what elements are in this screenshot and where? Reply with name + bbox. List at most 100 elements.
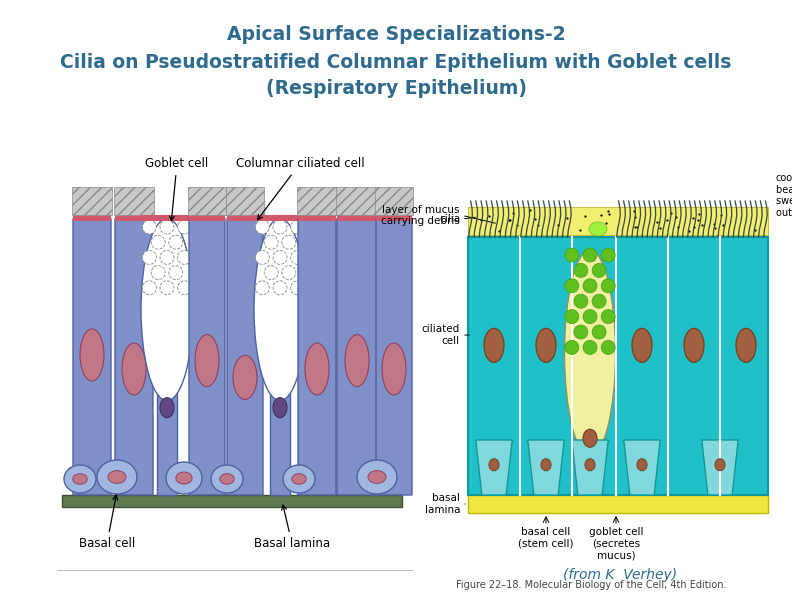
Circle shape — [583, 279, 597, 293]
Circle shape — [151, 266, 166, 280]
Circle shape — [273, 220, 287, 234]
Ellipse shape — [382, 343, 406, 395]
Ellipse shape — [195, 335, 219, 387]
Circle shape — [574, 294, 588, 308]
FancyBboxPatch shape — [297, 187, 337, 215]
Polygon shape — [227, 215, 263, 495]
Polygon shape — [298, 215, 336, 495]
Ellipse shape — [64, 465, 96, 493]
Circle shape — [291, 281, 305, 295]
Circle shape — [583, 248, 597, 262]
Circle shape — [160, 250, 174, 264]
Circle shape — [291, 250, 305, 264]
FancyBboxPatch shape — [376, 215, 412, 221]
FancyBboxPatch shape — [115, 215, 153, 221]
Polygon shape — [73, 215, 111, 495]
Circle shape — [601, 340, 615, 354]
Circle shape — [265, 235, 278, 249]
Ellipse shape — [632, 329, 652, 362]
FancyBboxPatch shape — [336, 187, 378, 215]
Ellipse shape — [541, 459, 551, 471]
Circle shape — [255, 220, 269, 234]
FancyBboxPatch shape — [114, 187, 154, 215]
Ellipse shape — [283, 465, 315, 493]
Circle shape — [592, 325, 606, 339]
FancyBboxPatch shape — [375, 187, 413, 215]
Circle shape — [143, 250, 156, 264]
Ellipse shape — [715, 459, 725, 471]
Text: basal cell
(stem cell): basal cell (stem cell) — [518, 527, 573, 548]
Ellipse shape — [368, 471, 386, 483]
Text: Apical Surface Specializations-2: Apical Surface Specializations-2 — [227, 26, 565, 45]
Ellipse shape — [736, 329, 756, 362]
Ellipse shape — [166, 462, 202, 494]
Circle shape — [583, 310, 597, 324]
Circle shape — [601, 248, 615, 262]
Ellipse shape — [80, 329, 104, 381]
Circle shape — [592, 263, 606, 277]
FancyBboxPatch shape — [73, 215, 111, 221]
Polygon shape — [476, 440, 512, 495]
Ellipse shape — [589, 222, 607, 236]
Ellipse shape — [565, 250, 615, 457]
Text: Cilia on Pseudostratified Columnar Epithelium with Goblet cells: Cilia on Pseudostratified Columnar Epith… — [60, 53, 732, 72]
Ellipse shape — [273, 398, 287, 417]
Circle shape — [160, 281, 174, 295]
Ellipse shape — [176, 472, 192, 484]
FancyBboxPatch shape — [62, 495, 402, 507]
Text: basal
lamina: basal lamina — [425, 493, 460, 515]
Circle shape — [282, 266, 295, 280]
Text: coordinated
beating of cilia
sweeps mucus
out of lungs: coordinated beating of cilia sweeps mucu… — [776, 173, 792, 218]
Text: layer of mucus
carrying debris: layer of mucus carrying debris — [381, 204, 460, 226]
Circle shape — [282, 235, 295, 249]
Text: goblet cell
(secretes
mucus): goblet cell (secretes mucus) — [588, 527, 643, 560]
FancyBboxPatch shape — [298, 215, 336, 221]
FancyBboxPatch shape — [226, 187, 264, 215]
Ellipse shape — [97, 460, 137, 494]
Circle shape — [565, 248, 579, 262]
Ellipse shape — [583, 429, 597, 447]
Text: Figure 22–18. Molecular Biology of the Cell, 4th Edition.: Figure 22–18. Molecular Biology of the C… — [456, 580, 726, 590]
Circle shape — [291, 220, 305, 234]
Polygon shape — [702, 440, 738, 495]
Circle shape — [592, 294, 606, 308]
Ellipse shape — [357, 460, 397, 494]
Text: Basal cell: Basal cell — [79, 495, 135, 550]
Polygon shape — [157, 360, 177, 495]
Circle shape — [273, 250, 287, 264]
Ellipse shape — [585, 459, 595, 471]
FancyBboxPatch shape — [227, 215, 263, 221]
Polygon shape — [580, 449, 600, 495]
Circle shape — [574, 263, 588, 277]
Circle shape — [169, 235, 183, 249]
Text: (from K  Verhey): (from K Verhey) — [563, 568, 677, 582]
Ellipse shape — [305, 343, 329, 395]
Ellipse shape — [211, 465, 243, 493]
Ellipse shape — [141, 218, 193, 401]
Text: Goblet cell: Goblet cell — [146, 157, 208, 221]
Polygon shape — [376, 215, 412, 495]
Ellipse shape — [637, 459, 647, 471]
Polygon shape — [527, 440, 564, 495]
Ellipse shape — [345, 335, 369, 387]
Ellipse shape — [484, 329, 504, 362]
Circle shape — [255, 250, 269, 264]
Circle shape — [565, 340, 579, 354]
FancyBboxPatch shape — [141, 215, 193, 221]
Circle shape — [143, 220, 156, 234]
Polygon shape — [572, 440, 608, 495]
Ellipse shape — [536, 329, 556, 362]
Polygon shape — [270, 360, 290, 495]
FancyBboxPatch shape — [254, 215, 306, 221]
Polygon shape — [337, 215, 377, 495]
Ellipse shape — [73, 474, 87, 484]
Circle shape — [273, 281, 287, 295]
Text: Basal lamina: Basal lamina — [254, 505, 330, 550]
Polygon shape — [624, 440, 661, 495]
Circle shape — [265, 266, 278, 280]
Circle shape — [574, 325, 588, 339]
Ellipse shape — [489, 459, 499, 471]
Text: (Respiratory Epithelium): (Respiratory Epithelium) — [265, 80, 527, 99]
Ellipse shape — [233, 356, 257, 400]
FancyBboxPatch shape — [189, 215, 225, 221]
